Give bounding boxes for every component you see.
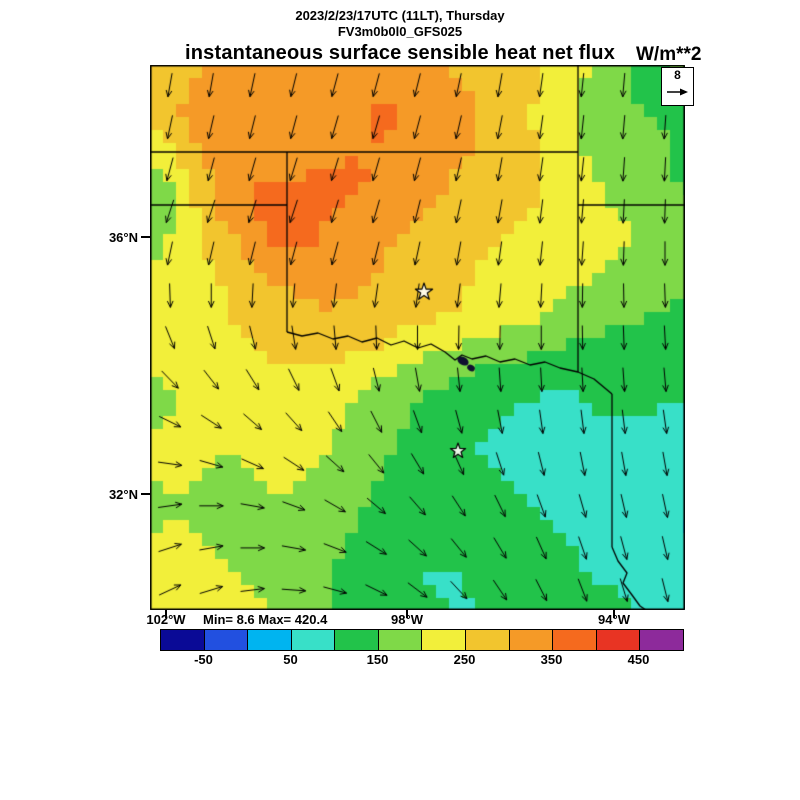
colorbar-tick-label: 450	[627, 652, 650, 667]
colorbar-cell	[553, 630, 597, 650]
lat-tick-36n	[141, 236, 150, 238]
lon-tick-102w	[165, 610, 167, 618]
flux-map-canvas	[150, 65, 685, 610]
wind-reference-value: 8	[674, 68, 681, 82]
colorbar-tick-label: 250	[453, 652, 476, 667]
colorbar-cell	[248, 630, 292, 650]
colorbar-cell	[378, 630, 423, 650]
lon-label-94w: 94°W	[598, 612, 630, 627]
colorbar-cell	[466, 630, 510, 650]
lon-label-102w: 102°W	[146, 612, 186, 627]
chart-title: instantaneous surface sensible heat net …	[184, 42, 616, 64]
colorbar-cell	[509, 630, 554, 650]
colorbar-tick-label: 150	[366, 652, 389, 667]
colorbar-cell	[596, 630, 641, 650]
colorbar-cell	[335, 630, 379, 650]
wind-reference-box: 8	[661, 67, 694, 106]
minmax-stats: Min= 8.6 Max= 420.4	[203, 612, 328, 627]
lon-tick-98w	[406, 610, 408, 618]
header-model: FV3m0b0l0_GFS025	[337, 24, 463, 39]
lat-label-32n: 32°N	[108, 487, 138, 502]
colorbar-cell	[422, 630, 467, 650]
lon-tick-94w	[613, 610, 615, 618]
colorbar-tick-label: 350	[540, 652, 563, 667]
chart-units: W/m**2	[636, 44, 702, 65]
colorbar-tick-label: -50	[194, 652, 213, 667]
lon-label-98w: 98°W	[391, 612, 423, 627]
colorbar-cell	[204, 630, 249, 650]
colorbar	[160, 629, 684, 651]
wind-reference-arrow-icon	[667, 88, 688, 96]
colorbar-cell	[291, 630, 336, 650]
map-plot	[150, 65, 685, 610]
lat-label-36n: 36°N	[108, 230, 138, 245]
header-datetime: 2023/2/23/17UTC (11LT), Thursday	[295, 8, 505, 23]
lat-tick-32n	[141, 493, 150, 495]
colorbar-cell	[640, 630, 683, 650]
colorbar-tick-label: 50	[283, 652, 298, 667]
colorbar-cell	[161, 630, 205, 650]
